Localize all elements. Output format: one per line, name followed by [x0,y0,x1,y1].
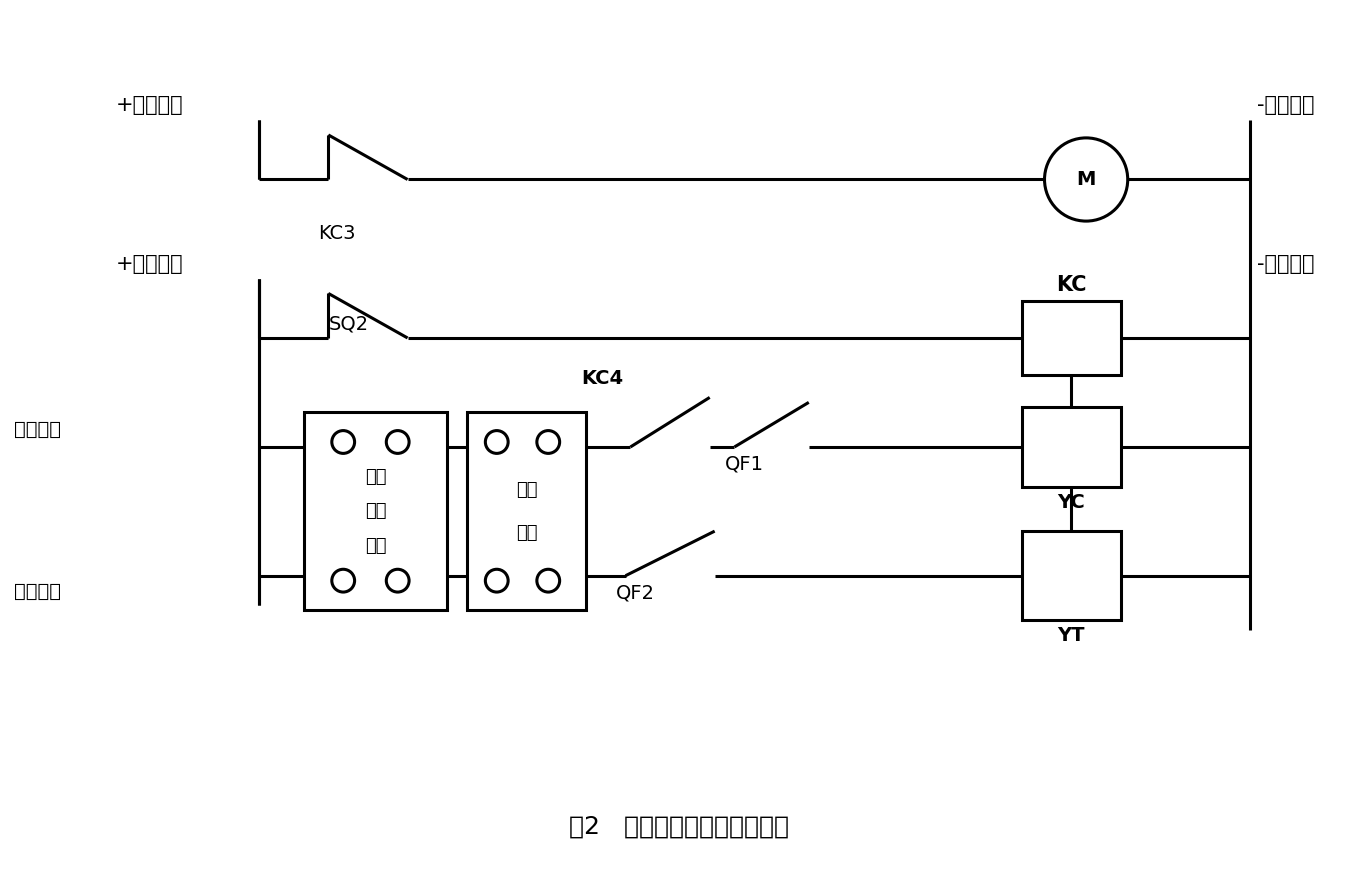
Text: YC: YC [1057,492,1084,512]
Circle shape [332,430,355,453]
Text: 图2   改造后的储能回路接线图: 图2 改造后的储能回路接线图 [569,814,790,838]
Text: M: M [1076,170,1095,189]
Text: KC4: KC4 [580,369,622,387]
Text: 就地: 就地 [515,524,537,542]
Circle shape [485,430,508,453]
Text: +合闸母线: +合闸母线 [116,95,183,116]
Text: SQ2: SQ2 [329,314,368,333]
Circle shape [386,430,409,453]
Text: 远方: 远方 [515,481,537,498]
Bar [1022,301,1121,375]
Text: 就地: 就地 [364,467,386,486]
Text: 远方分闸: 远方分闸 [15,420,61,439]
Bar [1022,531,1121,620]
Circle shape [537,430,560,453]
Text: KC3: KC3 [318,224,356,243]
Text: QF2: QF2 [616,584,655,602]
Text: YT: YT [1057,626,1084,646]
Circle shape [537,569,560,592]
Text: 操作: 操作 [364,503,386,520]
Circle shape [1045,138,1128,221]
Text: 开关: 开关 [364,537,386,555]
Bar [303,412,447,610]
Text: 远方分闸: 远方分闸 [15,581,61,601]
Text: +控制母线: +控制母线 [116,254,183,273]
Text: -合闸母线: -合闸母线 [1257,95,1316,116]
Circle shape [332,569,355,592]
Bar [467,412,586,610]
Circle shape [485,569,508,592]
Circle shape [386,569,409,592]
Text: -控制母线: -控制母线 [1257,254,1316,273]
Text: KC: KC [1056,275,1087,295]
Text: QF1: QF1 [724,455,764,474]
Bar [1022,407,1121,487]
